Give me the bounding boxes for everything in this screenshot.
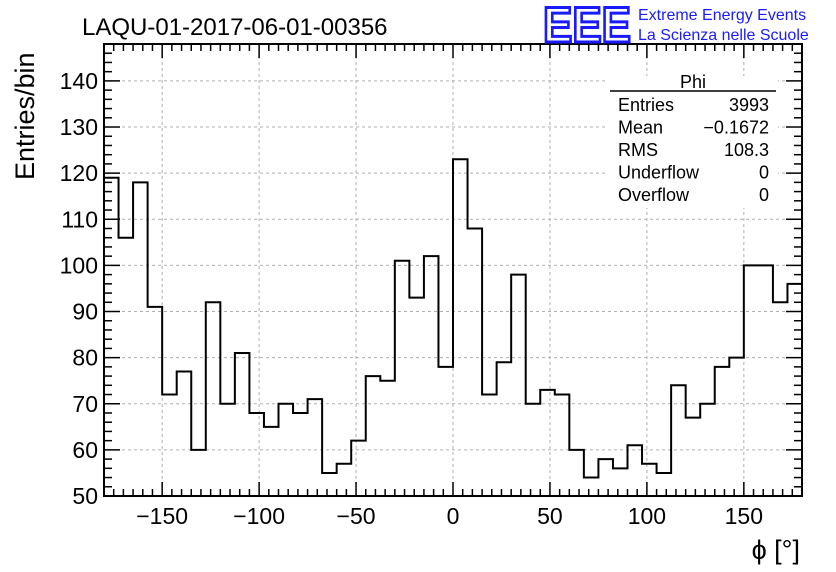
stats-label: RMS xyxy=(618,140,658,160)
histogram-bin xyxy=(424,256,439,496)
x-tick-label: −100 xyxy=(233,503,285,529)
stats-value: 3993 xyxy=(729,95,769,115)
x-tick-label: −50 xyxy=(337,503,376,529)
histogram-bin xyxy=(191,450,206,496)
histogram-bin xyxy=(162,395,177,496)
histogram-bin xyxy=(235,353,250,496)
stats-box-title: Phi xyxy=(680,72,706,92)
histogram-bin xyxy=(337,464,352,496)
x-axis-label: ϕ [°] xyxy=(752,535,800,565)
histogram-bin xyxy=(511,275,526,496)
histogram-step-line xyxy=(103,158,803,496)
histogram-bin xyxy=(119,238,134,496)
y-tick-label: 130 xyxy=(60,114,98,140)
logo-line-2: La Scienza nelle Scuole xyxy=(638,27,809,44)
histogram-bin xyxy=(293,413,308,496)
logo-line-1: Extreme Energy Events xyxy=(638,7,806,24)
y-tick-label: 60 xyxy=(72,437,98,463)
x-tick-label: 100 xyxy=(628,503,666,529)
histogram-bin xyxy=(220,404,235,496)
stats-label: Underflow xyxy=(618,163,700,183)
stats-label: Mean xyxy=(618,118,663,138)
y-tick-label: 120 xyxy=(60,160,98,186)
histogram-bin xyxy=(395,261,410,496)
eee-logo: EEE Extreme Energy Events La Scienza nel… xyxy=(542,0,809,55)
stats-value: −0.1672 xyxy=(703,118,769,138)
y-tick-label: 140 xyxy=(60,68,98,94)
histogram-bin xyxy=(322,473,337,496)
histogram-bin xyxy=(468,228,483,496)
histogram-bin xyxy=(177,371,192,496)
y-tick-label: 110 xyxy=(61,206,98,232)
stats-box: Phi Entries 3993 Mean −0.1672 RMS 108.3 Underf… xyxy=(608,72,778,208)
histogram-bin xyxy=(729,358,744,496)
stats-label: Entries xyxy=(618,95,674,115)
histogram-bin xyxy=(787,284,802,496)
y-tick-labels: 50 60 70 80 90 100 110 120 130 140 xyxy=(60,68,98,509)
chart-title: LAQU-01-2017-06-01-00356 xyxy=(82,14,388,41)
eee-logo-mark: EEE xyxy=(543,0,631,53)
histogram-bin xyxy=(482,395,497,496)
histogram-bin xyxy=(133,182,148,496)
y-tick-label: 90 xyxy=(72,299,98,325)
x-tick-labels: −150 −100 −50 0 50 100 150 xyxy=(136,503,763,529)
histogram-bin xyxy=(642,464,657,496)
histogram-bin xyxy=(438,367,453,496)
histogram-bin xyxy=(104,178,119,496)
histogram-series xyxy=(103,158,803,496)
stats-label: Overflow xyxy=(618,185,690,205)
histogram-bin xyxy=(744,265,759,496)
histogram-bin xyxy=(148,307,163,496)
histogram-bin xyxy=(686,418,701,496)
histogram-bin xyxy=(773,302,788,496)
histogram-bin xyxy=(700,404,715,496)
y-tick-label: 70 xyxy=(72,391,98,417)
histogram-bin xyxy=(671,385,686,496)
x-tick-label: 50 xyxy=(537,503,563,529)
axis-ticks xyxy=(104,43,802,497)
histogram-bin xyxy=(628,445,643,496)
stats-box-rows: Entries 3993 Mean −0.1672 RMS 108.3 Underflow 0… xyxy=(618,95,769,205)
histogram-bin xyxy=(206,302,221,496)
histogram-bin xyxy=(526,404,541,496)
histogram-bin xyxy=(351,441,366,496)
x-tick-label: 0 xyxy=(447,503,460,529)
histogram-bin xyxy=(497,362,512,496)
histogram-bin xyxy=(598,459,613,496)
y-tick-label: 80 xyxy=(72,345,98,371)
histogram-bin xyxy=(584,478,599,496)
stats-box-background xyxy=(608,76,778,208)
y-tick-label: 50 xyxy=(72,483,98,509)
stats-value: 108.3 xyxy=(724,140,769,160)
histogram-bin xyxy=(657,473,672,496)
histogram-bin xyxy=(380,381,395,496)
histogram-bin xyxy=(569,450,584,496)
histogram-bin xyxy=(409,298,424,496)
x-tick-label: −150 xyxy=(136,503,188,529)
stats-value: 0 xyxy=(759,185,769,205)
histogram-bin xyxy=(540,390,555,496)
histogram-bin xyxy=(758,265,773,496)
histogram-bin xyxy=(613,468,628,496)
stats-value: 0 xyxy=(759,163,769,183)
y-axis-label: Entries/bin xyxy=(10,52,40,180)
histogram-bin xyxy=(366,376,381,496)
y-tick-label: 100 xyxy=(60,252,98,278)
x-tick-label: 150 xyxy=(725,503,763,529)
histogram-bin xyxy=(279,404,294,496)
histogram-bin xyxy=(249,413,264,496)
histogram-bin xyxy=(715,367,730,496)
histogram-bin xyxy=(555,395,570,496)
histogram-bin xyxy=(453,159,468,496)
histogram-bin xyxy=(264,427,279,496)
histogram-bin xyxy=(308,399,323,496)
